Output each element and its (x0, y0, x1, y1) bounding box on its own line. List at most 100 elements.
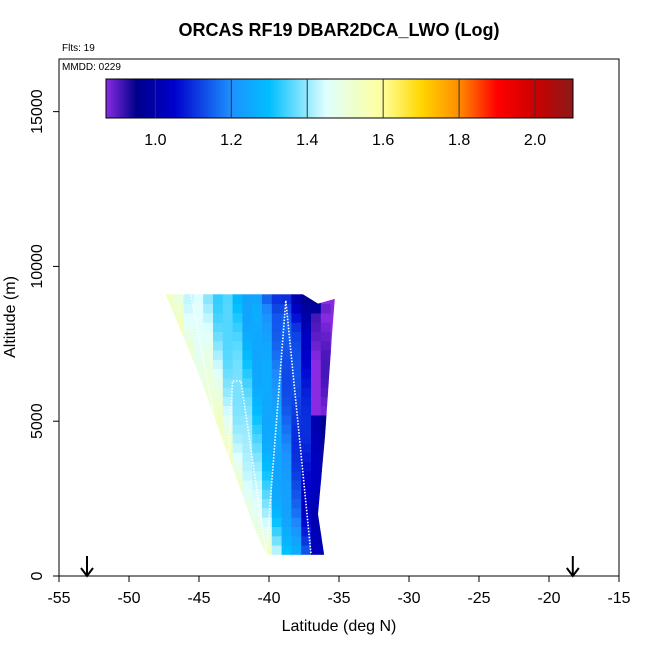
heatmap-cell (281, 526, 292, 537)
heatmap-cell (281, 442, 292, 453)
heatmap-cell (193, 331, 204, 342)
heatmap-cell (242, 322, 253, 332)
heatmap-cell (213, 377, 224, 388)
heatmap-cell (262, 350, 273, 360)
heatmap-cell (281, 368, 292, 379)
heatmap-cell (301, 303, 312, 314)
heatmap-cell (262, 415, 273, 425)
heatmap-cell (311, 452, 322, 462)
heatmap-cell (252, 303, 263, 314)
heatmap-cell (252, 452, 263, 462)
heatmap-cell (271, 498, 283, 509)
heatmap-cell (281, 480, 292, 490)
heatmap-cell (271, 526, 283, 537)
heatmap-cell (301, 470, 312, 481)
heatmap-cell (262, 526, 273, 537)
heatmap-cell (281, 312, 292, 323)
heatmap-cell (311, 433, 322, 444)
heatmap-cell (203, 322, 214, 332)
heatmap-cell (301, 545, 312, 555)
heatmap-cell (213, 312, 224, 323)
heatmap-cell (281, 340, 292, 351)
heatmap-cell (242, 340, 253, 351)
heatmap-cell (252, 350, 263, 360)
heatmap-cell (213, 415, 224, 425)
heatmap-cell (242, 480, 253, 490)
heatmap-cell (311, 517, 322, 527)
heatmap-cell (320, 415, 332, 425)
heatmap-cell (252, 424, 263, 435)
colorbar-ramp (105, 78, 574, 119)
heatmap-cell (203, 312, 214, 323)
heatmap-cell (262, 498, 273, 509)
heatmap-cell (271, 368, 283, 379)
heatmap-cell (311, 535, 322, 546)
heatmap-cell (242, 387, 253, 397)
heatmap-cell (281, 359, 292, 370)
heatmap-cell (252, 322, 263, 332)
heatmap-cell (252, 442, 263, 453)
heatmap-cell (232, 387, 243, 397)
heatmap-cell (164, 294, 175, 305)
heatmap-cell (262, 368, 273, 379)
heatmap-cell (320, 377, 332, 388)
heatmap-cell (242, 359, 253, 370)
heatmap-cell (301, 489, 312, 500)
heatmap-cell (271, 387, 283, 397)
heatmap-cell (271, 517, 283, 527)
heatmap-cell (281, 322, 292, 332)
x-tick-label: -55 (47, 590, 70, 607)
heatmap-cell (203, 377, 214, 388)
heatmap-cell (271, 331, 283, 342)
heatmap-cell (281, 498, 292, 509)
heatmap-cell (301, 424, 312, 435)
heatmap-cell (271, 359, 283, 370)
heatmap-cell (301, 322, 312, 332)
heatmap-cell (301, 368, 312, 379)
heatmap-cell (301, 452, 312, 462)
heatmap-cell (291, 377, 302, 388)
heatmap-cell (301, 312, 312, 323)
chart-title: ORCAS RF19 DBAR2DCA_LWO (Log) (178, 20, 499, 40)
heatmap-cell (242, 461, 253, 472)
heatmap-cell (222, 415, 234, 425)
heatmap-cell (252, 331, 263, 342)
colorbar-tick-label: 1.8 (448, 132, 470, 149)
colorbar-tick-label: 1.4 (296, 132, 318, 149)
heatmap-cell (311, 405, 322, 416)
heatmap-cell (232, 433, 243, 444)
heatmap-cell (222, 303, 234, 314)
heatmap-cell (252, 387, 263, 397)
heatmap-cell (311, 359, 322, 370)
heatmap-cell (242, 312, 253, 323)
heatmap-cell (291, 396, 302, 407)
heatmap-cell (271, 340, 283, 351)
x-tick-label: -45 (187, 590, 210, 607)
heatmap-cell (232, 424, 243, 435)
heatmap-cell (291, 442, 302, 453)
heatmap-cell (301, 433, 312, 444)
heatmap-cell (330, 303, 335, 314)
heatmap-cell (291, 294, 302, 305)
heatmap-cell (242, 294, 253, 305)
heatmap-cell (281, 396, 292, 407)
heatmap-cell (262, 535, 273, 546)
heatmap-cell (203, 350, 214, 360)
arrow-markers (80, 556, 580, 578)
heatmap-cell (291, 489, 302, 500)
heatmap-cell (232, 470, 243, 481)
heatmap-cell (242, 433, 253, 444)
heatmap-cell (301, 405, 312, 416)
heatmap-cell (271, 535, 283, 546)
heatmap-cell (311, 498, 322, 509)
heatmap-cell (262, 442, 273, 453)
heatmap-cell (252, 470, 263, 481)
heatmap-cell (271, 322, 283, 332)
heatmap-cell (213, 387, 224, 397)
heatmap-cell (281, 424, 292, 435)
heatmap-cell (242, 303, 253, 314)
heatmap-cell (271, 442, 283, 453)
heatmap-cell (291, 331, 302, 342)
heatmap-cell (291, 303, 302, 314)
